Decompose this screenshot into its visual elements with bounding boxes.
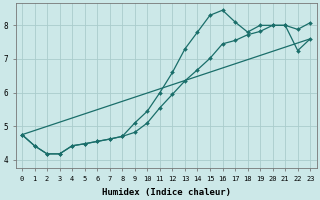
- X-axis label: Humidex (Indice chaleur): Humidex (Indice chaleur): [102, 188, 231, 197]
